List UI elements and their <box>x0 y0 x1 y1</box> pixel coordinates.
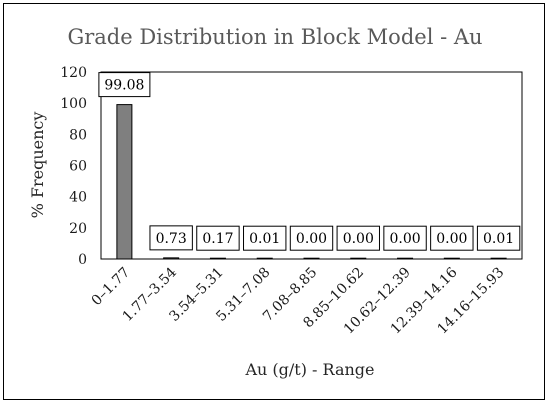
data-label-text: 0.00 <box>343 231 374 247</box>
data-label: 0.00 <box>383 225 427 251</box>
data-label-text: 0.01 <box>249 231 280 247</box>
y-tick-label: 60 <box>69 159 87 175</box>
y-tick-label: 0 <box>78 252 87 268</box>
bar <box>163 257 180 260</box>
data-label-box <box>476 225 521 251</box>
data-label-text: 0.00 <box>389 231 420 247</box>
data-label-box <box>98 72 151 98</box>
data-label-text: 99.08 <box>104 78 144 94</box>
data-label-text: 0.73 <box>156 231 187 247</box>
bar <box>303 257 320 260</box>
bars <box>116 104 507 260</box>
data-label-box <box>336 225 380 251</box>
data-label: 0.17 <box>196 225 240 251</box>
data-label: 0.00 <box>336 225 380 251</box>
y-axis-ticks: 0 20 40 60 80 100 120 <box>60 65 87 268</box>
data-label: 0.00 <box>430 225 474 251</box>
data-label-box <box>196 225 240 251</box>
data-label: 0.73 <box>149 225 193 251</box>
chart-frame <box>3 3 545 400</box>
data-label-text: 0.17 <box>202 231 233 247</box>
x-axis-ticks: 0–1.771.77–3.543.54–5.315.31–7.087.08–8.… <box>89 264 508 337</box>
data-label: 99.08 <box>98 72 151 98</box>
data-label-box <box>149 225 193 251</box>
bar <box>209 257 226 260</box>
x-tick-label: 0–1.77 <box>89 265 134 310</box>
bar <box>397 257 414 260</box>
data-label: 0.00 <box>289 225 334 251</box>
bar <box>443 257 460 260</box>
y-tick-label: 80 <box>69 127 87 143</box>
y-tick-label: 120 <box>60 65 87 81</box>
data-label: 0.01 <box>243 225 287 251</box>
bar <box>256 257 273 260</box>
x-axis-title: Au (g/t) - Range <box>244 360 374 379</box>
data-label-box <box>243 225 287 251</box>
data-label-box <box>430 225 474 251</box>
bar <box>116 104 133 260</box>
y-tick-label: 20 <box>69 221 87 237</box>
y-tick-label: 40 <box>69 190 87 206</box>
data-label-text: 0.01 <box>483 231 514 247</box>
bar <box>350 257 367 260</box>
data-label: 0.01 <box>476 225 521 251</box>
y-axis-title: % Frequency <box>28 112 47 219</box>
data-label-text: 0.00 <box>296 231 327 247</box>
y-tick-label: 100 <box>60 96 87 112</box>
data-labels: 99.08 0.73 0.17 0.01 0.00 0.00 0.00 0.00 0.01 <box>98 72 521 251</box>
data-label-box <box>289 225 334 251</box>
bar <box>490 257 507 260</box>
chart-title: Grade Distribution in Block Model - Au <box>67 25 482 49</box>
data-label-text: 0.00 <box>436 231 467 247</box>
data-label-box <box>383 225 427 251</box>
